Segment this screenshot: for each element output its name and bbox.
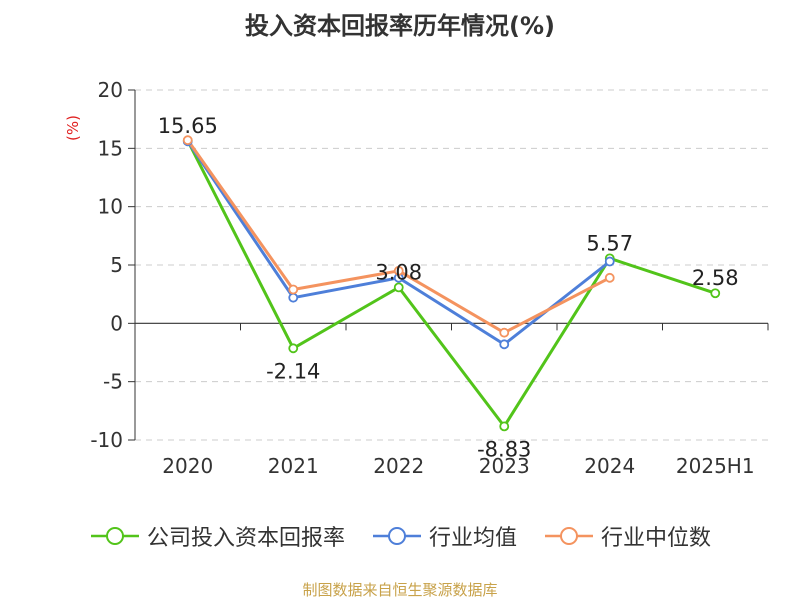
legend-line-marker-icon <box>90 527 139 545</box>
data-source-note: 制图数据来自恒生聚源数据库 <box>302 581 498 599</box>
chart-title: 投入资本回报率历年情况(%) <box>245 12 555 40</box>
y-tick-label: 5 <box>110 253 123 277</box>
data-point <box>499 421 510 432</box>
data-point <box>604 272 615 283</box>
y-axis-label: (%) <box>64 115 82 141</box>
y-tick-label: 20 <box>98 78 123 102</box>
data-point <box>604 256 615 267</box>
x-tick-label: 2020 <box>162 454 213 478</box>
y-tick-label: 10 <box>98 195 123 219</box>
data-label: 2.58 <box>692 266 739 290</box>
data-label: -8.83 <box>477 437 531 461</box>
data-point <box>499 327 510 338</box>
x-tick-label: 2025H1 <box>676 454 755 478</box>
x-tick-label: 2023 <box>479 454 530 478</box>
data-point <box>710 288 721 299</box>
data-label: 5.57 <box>586 231 633 255</box>
legend-line-marker-icon <box>372 527 421 545</box>
data-point <box>499 339 510 350</box>
data-point <box>182 135 193 146</box>
y-tick-label: -10 <box>90 428 123 452</box>
data-point <box>288 292 299 303</box>
y-tick-label: -5 <box>103 370 123 394</box>
data-label: -2.14 <box>266 359 320 383</box>
data-point <box>288 343 299 354</box>
series-line <box>186 140 611 346</box>
x-tick-label: 2021 <box>268 454 319 478</box>
data-label: 15.65 <box>158 114 218 138</box>
legend-item[interactable]: 行业均值 <box>371 520 517 552</box>
legend-label: 行业中位数 <box>601 526 712 551</box>
legend-label: 行业均值 <box>428 526 517 551</box>
legend-label: 公司投入资本回报率 <box>146 526 345 551</box>
data-label: 3.08 <box>375 260 422 284</box>
x-tick-label: 2022 <box>373 454 424 478</box>
y-tick-label: 15 <box>98 136 123 160</box>
legend-item[interactable]: 行业中位数 <box>543 520 711 552</box>
data-point <box>288 284 299 295</box>
legend-item[interactable]: 公司投入资本回报率 <box>89 520 345 552</box>
data-point <box>393 265 404 276</box>
data-point <box>393 282 404 293</box>
legend-line-marker-icon <box>545 527 593 545</box>
series-line <box>186 140 716 428</box>
x-tick-label: 2024 <box>584 454 635 478</box>
legend: 公司投入资本回报率 行业均值 行业中位数 <box>0 520 800 552</box>
y-tick-label: 0 <box>110 311 123 335</box>
